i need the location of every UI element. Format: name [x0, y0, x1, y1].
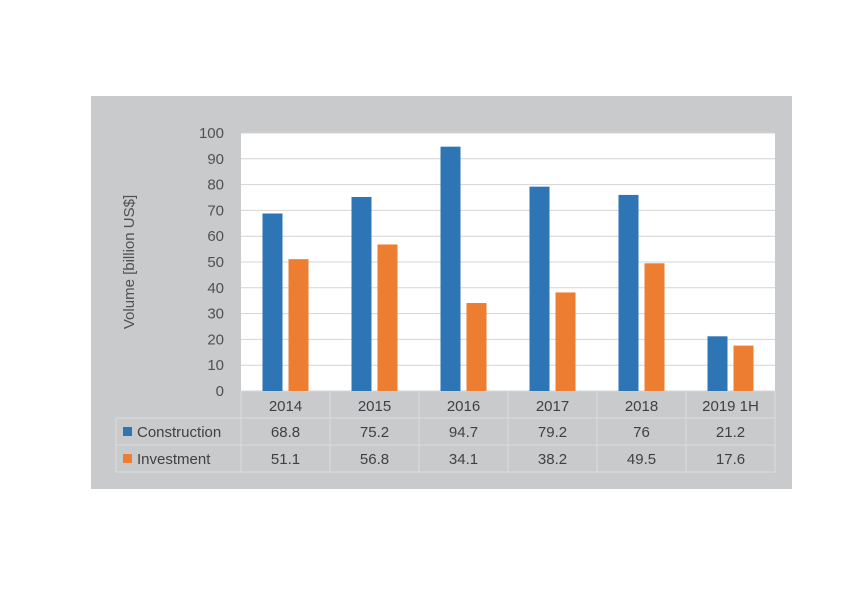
bar-investment-2017 [555, 292, 576, 391]
bar-construction-2015 [351, 196, 372, 391]
data-label: 75.2 [360, 424, 389, 441]
x-tick-label: 2016 [447, 398, 480, 415]
bar-construction-2017 [529, 186, 550, 391]
y-tick-label: 30 [207, 306, 224, 323]
bars [262, 146, 754, 391]
y-tick-label: 0 [216, 383, 224, 400]
y-tick-label: 70 [207, 202, 224, 219]
data-table: 2014 2015 2016 2017 2018 2019 1H Construction 6… [115, 391, 776, 473]
bar-construction-2018 [618, 194, 639, 391]
x-tick-label: 2019 1H [702, 398, 759, 415]
bar-construction-2019-1h [707, 336, 728, 391]
x-tick-label: 2018 [625, 398, 658, 415]
y-tick-label: 10 [207, 357, 224, 374]
y-tick-label: 90 [207, 151, 224, 168]
gridlines [241, 132, 775, 392]
legend-label-investment: Investment [137, 451, 211, 468]
data-label: 34.1 [449, 451, 478, 468]
y-tick-label: 50 [207, 254, 224, 271]
data-label: 56.8 [360, 451, 389, 468]
bar-investment-2014 [288, 259, 309, 391]
bar-investment-2015 [377, 244, 398, 391]
bar-construction-2016 [440, 146, 461, 391]
y-tick-label: 60 [207, 228, 224, 245]
y-axis-ticks: 0 10 20 30 40 50 60 70 80 90 100 [199, 125, 224, 400]
data-label: 76 [633, 424, 650, 441]
chart-panel: 0 10 20 30 40 50 60 70 80 90 100 2014 2015 2016 2017 2… [91, 96, 792, 489]
y-tick-label: 20 [207, 331, 224, 348]
legend-label-construction: Construction [137, 424, 221, 441]
data-label: 51.1 [271, 451, 300, 468]
bar-investment-2018 [644, 263, 665, 391]
legend-key-investment [123, 454, 132, 463]
data-label: 94.7 [449, 424, 478, 441]
data-label: 68.8 [271, 424, 300, 441]
data-label: 79.2 [538, 424, 567, 441]
y-tick-label: 40 [207, 280, 224, 297]
y-tick-label: 80 [207, 177, 224, 194]
bar-investment-2019-1h [733, 345, 754, 391]
y-axis-label: Volume [billion US$] [121, 195, 138, 329]
bar-investment-2016 [466, 303, 487, 391]
data-label: 38.2 [538, 451, 567, 468]
bar-construction-2014 [262, 213, 283, 391]
y-tick-label: 100 [199, 125, 224, 142]
x-tick-label: 2015 [358, 398, 391, 415]
x-tick-label: 2017 [536, 398, 569, 415]
legend-key-construction [123, 427, 132, 436]
data-label: 49.5 [627, 451, 656, 468]
data-label: 17.6 [716, 451, 745, 468]
x-tick-label: 2014 [269, 398, 302, 415]
data-label: 21.2 [716, 424, 745, 441]
